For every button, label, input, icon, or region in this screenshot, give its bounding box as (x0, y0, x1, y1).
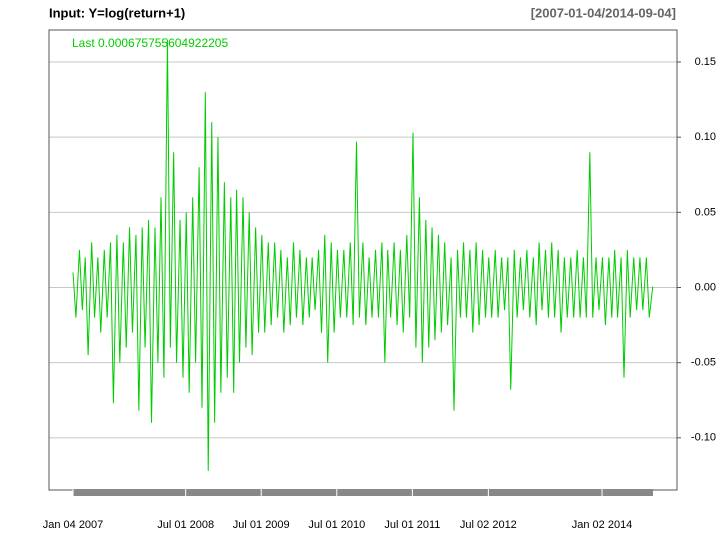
date-range: [2007-01-04/2014-09-04] (531, 5, 676, 20)
grid: -0.10 -0.05 0.00 0.05 0.10 0.15 (49, 56, 716, 444)
x-tick-label: Jul 01 2010 (308, 519, 365, 531)
last-value: Last 0.000675755604922205 (72, 36, 228, 50)
y-tick-label: 0.10 (695, 131, 716, 143)
x-axis: Jan 04 2007 Jul 01 2008 Jul 01 2009 Jul 01 … (43, 489, 633, 531)
y-tick-label: -0.10 (691, 432, 716, 444)
x-tick-label: Jan 02 2014 (572, 519, 633, 531)
series-line (72, 39, 654, 471)
x-tick-label: Jul 01 2008 (157, 519, 214, 531)
y-tick-label: -0.05 (691, 357, 716, 369)
chart-title: Input: Y=log(return+1) (49, 5, 185, 20)
x-tick-label: Jul 02 2012 (460, 519, 517, 531)
time-bar (73, 489, 653, 496)
x-tick-label: Jan 04 2007 (43, 519, 104, 531)
x-tick-label: Jul 01 2009 (233, 519, 290, 531)
plot (72, 39, 654, 471)
y-tick-label: 0.15 (695, 56, 716, 68)
x-tick-label: Jul 01 2011 (384, 519, 440, 531)
y-tick-label: 0.00 (695, 281, 716, 293)
y-tick-label: 0.05 (695, 206, 716, 218)
